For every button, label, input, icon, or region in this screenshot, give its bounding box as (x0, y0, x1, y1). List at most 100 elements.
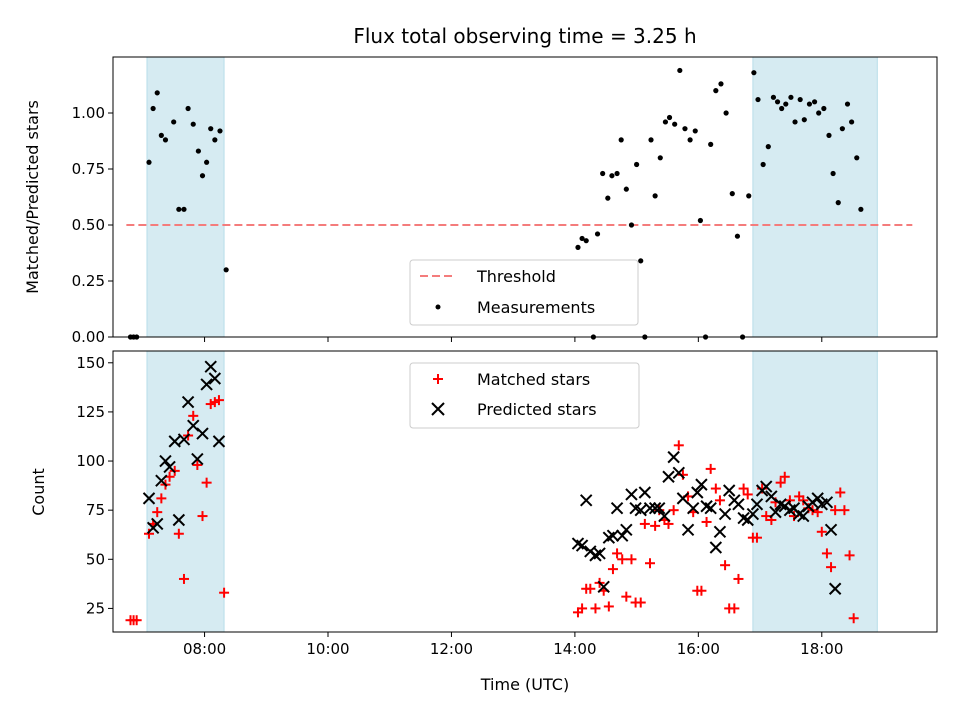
measurement-point (692, 128, 698, 134)
matched-stars-point (577, 603, 588, 614)
predicted-stars-point (769, 505, 782, 519)
measurement-point (176, 206, 182, 212)
measurement-point (779, 105, 785, 112)
matched-stars-point (213, 395, 224, 406)
bot-y-tick-label: 25 (86, 599, 105, 617)
measurement-point (792, 119, 798, 125)
matched-stars-point (607, 564, 618, 575)
matched-stars-point (830, 505, 841, 516)
bot-y-tick-label: 50 (86, 550, 105, 568)
predicted-stars-point (691, 486, 704, 499)
matched-stars-point (188, 410, 199, 421)
matched-stars-point (156, 493, 167, 504)
measurement-point (662, 119, 669, 125)
predicted-stars-point (760, 480, 773, 493)
top-observing-window-1 (146, 56, 225, 338)
measurement-point (579, 235, 585, 242)
predicted-stars-point (597, 580, 610, 594)
measurement-point (826, 132, 832, 138)
measurement-point (223, 267, 229, 273)
matched-stars-point (673, 440, 684, 451)
matched-stars-point (701, 516, 712, 527)
measurement-point (746, 193, 752, 199)
matched-stars-point (201, 477, 212, 488)
predicted-stars-point (662, 470, 675, 483)
matched-stars-point (826, 562, 837, 573)
measurement-point (672, 121, 678, 127)
predicted-stars-point (580, 494, 593, 507)
predicted-stars-point (653, 501, 666, 515)
x-axis-label: Time (UTC) (480, 675, 569, 694)
predicted-stars-point (686, 501, 700, 515)
predicted-stars-point (196, 427, 209, 440)
bot-observing-window-1 (146, 350, 225, 633)
top-y-ticks: 0.00 0.25 0.50 0.75 1.00 (72, 104, 113, 346)
bot-observing-window-2 (752, 350, 878, 633)
measurement-point (146, 159, 152, 165)
matched-stars-point (668, 505, 679, 516)
measurement-point (575, 244, 581, 250)
measurement-point (849, 119, 855, 125)
matched-stars-point (590, 603, 601, 614)
matched-stars-point (848, 613, 859, 624)
matched-stars-point (816, 526, 827, 537)
matched-stars-point (152, 507, 163, 518)
bottom-panel: 25 50 75 100 125 150 08:00 10:00 12:00 14:00 16:0… (29, 350, 938, 694)
measurement-point (723, 110, 729, 116)
measurement-point (150, 105, 156, 112)
measurement-point (154, 90, 160, 96)
legend-threshold-label: Threshold (476, 267, 556, 286)
measurement-point (821, 105, 827, 112)
predicted-stars-point (667, 450, 680, 464)
predicted-stars-point (212, 435, 226, 448)
predicted-stars-point (672, 466, 685, 480)
bottom-legend: Matched stars Predicted stars (409, 362, 640, 429)
measurement-point (628, 222, 635, 228)
top-y-tick-label: 0.00 (72, 328, 105, 346)
matched-stars-point (821, 548, 832, 559)
matched-stars-point (603, 601, 614, 612)
predicted-stars-point (142, 492, 156, 505)
predicted-stars-point (177, 433, 191, 446)
measurement-point (783, 101, 789, 107)
matched-stars-point (761, 511, 772, 522)
bot-y-tick-label: 125 (76, 403, 105, 421)
predicted-stars-point (643, 501, 657, 515)
measurement-point (594, 231, 601, 237)
bot-x-tick-label: 18:00 (800, 640, 843, 658)
predicted-stars-point (181, 395, 195, 409)
predicted-stars-point (575, 539, 589, 552)
predicted-stars-point (828, 582, 842, 595)
measurement-point (162, 137, 169, 143)
matched-stars-point (644, 558, 655, 569)
measurement-point (652, 193, 658, 199)
predicted-stars-point (695, 478, 708, 491)
matched-stars-point (650, 520, 661, 531)
matched-stars-point (192, 459, 203, 470)
measurement-point (708, 141, 714, 147)
matched-stars-point (705, 463, 716, 474)
predicted-stars-point (713, 525, 727, 538)
top-x-ticks (204, 337, 823, 342)
predicted-stars-point (676, 492, 690, 505)
top-y-tick-label: 0.75 (72, 160, 105, 178)
measurement-point (830, 170, 836, 177)
measurement-point (181, 206, 187, 212)
predicted-stars-point (824, 523, 838, 537)
measurement-point (734, 233, 741, 239)
matched-stars-point (729, 603, 740, 614)
matched-stars-point (144, 528, 155, 539)
measurement-point (204, 159, 210, 165)
measurement-point (816, 110, 822, 116)
matched-stars-point (639, 518, 650, 529)
measurement-point (729, 191, 735, 197)
bot-y-tick-label: 100 (76, 452, 105, 470)
top-axes-frame (112, 56, 938, 338)
predicted-stars-point (820, 496, 834, 509)
matched-stars-point (779, 471, 790, 482)
measurement-point (682, 126, 688, 132)
bottom-axes-frame (112, 350, 938, 633)
measurement-point (677, 67, 683, 74)
legend-matched-swatch (433, 374, 443, 384)
bot-y-tick-label: 75 (86, 501, 105, 519)
